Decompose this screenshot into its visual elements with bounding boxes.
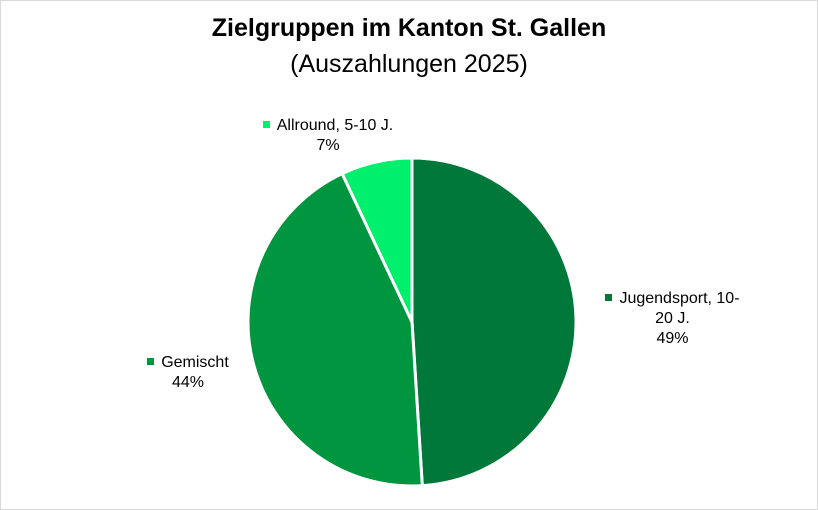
slice-marker-gemischt: [147, 358, 155, 365]
slice-percent-jugendsport: 49%: [656, 330, 689, 347]
slice-marker-jugendsport: [605, 294, 613, 301]
slice-label-gemischt: Gemischt 44%: [128, 353, 248, 393]
slice-label-gemischt-line1: Gemischt: [161, 354, 229, 371]
slice-label-jugendsport: Jugendsport, 10- 20 J. 49%: [590, 289, 755, 349]
chart-title: Zielgruppen im Kanton St. Gallen: [211, 14, 607, 42]
pie-slice-jugendsport: [410, 156, 578, 488]
pie-slice-allround: [340, 156, 414, 324]
slice-label-jugendsport-line1: Jugendsport, 10-: [619, 290, 740, 307]
slice-marker-allround: [262, 121, 270, 128]
slice-percent-gemischt: 44%: [171, 374, 205, 391]
slice-label-jugendsport-line2: 20 J.: [655, 310, 690, 327]
chart-subtitle: (Auszahlungen 2025): [290, 50, 528, 78]
slice-percent-allround: 7%: [316, 137, 340, 154]
slice-label-allround-line1: Allround, 5-10 J.: [276, 117, 394, 134]
slice-label-allround: Allround, 5-10 J. 7%: [228, 116, 428, 156]
